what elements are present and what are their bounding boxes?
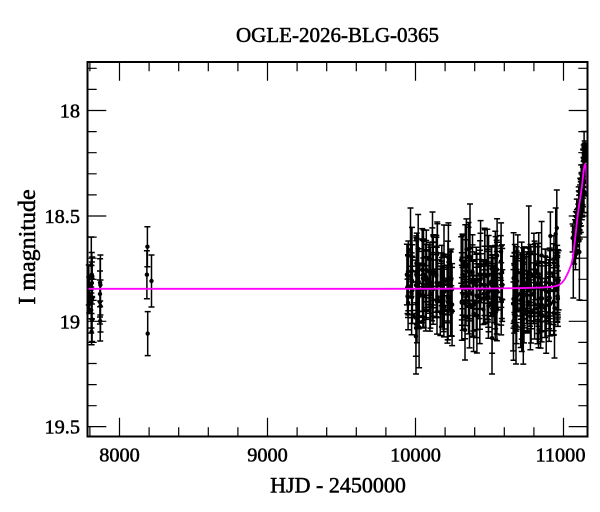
svg-text:18: 18 — [60, 101, 80, 123]
svg-text:8000: 8000 — [99, 445, 140, 467]
svg-text:19.5: 19.5 — [45, 417, 81, 439]
svg-text:OGLE-2026-BLG-0365: OGLE-2026-BLG-0365 — [236, 23, 439, 47]
svg-text:10000: 10000 — [390, 445, 441, 467]
svg-text:11000: 11000 — [536, 445, 586, 467]
svg-text:9000: 9000 — [247, 445, 288, 467]
svg-text:I magnitude: I magnitude — [15, 189, 41, 304]
svg-text:19: 19 — [60, 311, 80, 333]
svg-text:18.5: 18.5 — [45, 206, 81, 228]
svg-text:HJD - 2450000: HJD - 2450000 — [270, 473, 406, 498]
